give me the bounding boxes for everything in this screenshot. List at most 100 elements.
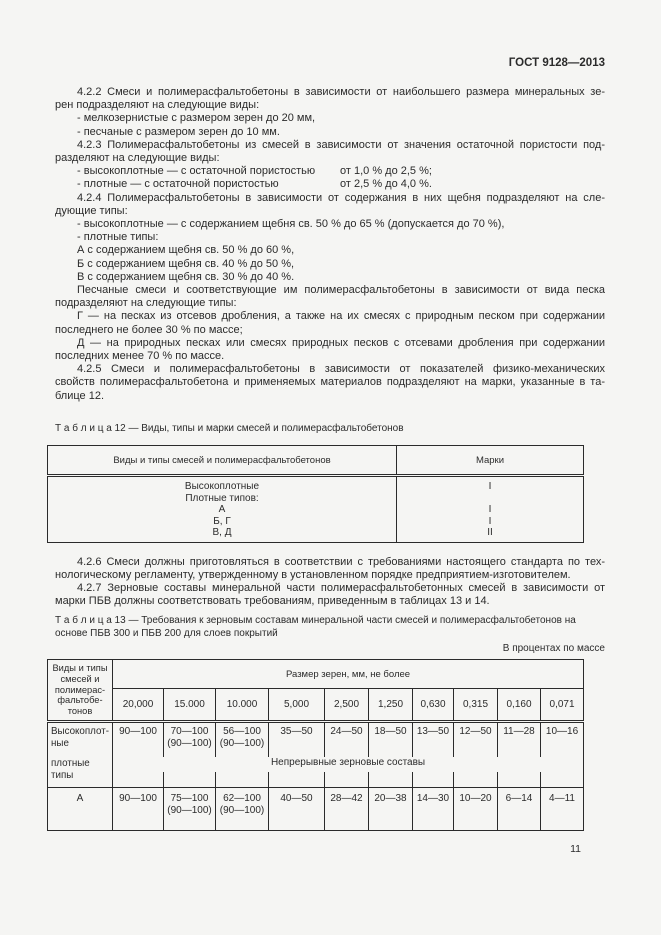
text-line: блице 12.: [55, 389, 105, 402]
units-note: В процентах по массе: [502, 643, 605, 655]
empty-cell: [453, 771, 498, 788]
size-column-header: 0,630: [412, 688, 454, 724]
text-line: Б с содержанием щебня св. 40 % до 50 %,: [77, 257, 295, 270]
text-line: В с содержанием щебня св. 30 % до 40 %.: [77, 270, 295, 283]
text-line: - высокоплотные — с содержанием щебня св…: [77, 218, 505, 231]
text-line: 4.2.7 Зерновые составы минеральной части…: [77, 582, 605, 595]
text-line: - высокоплотные — с остаточной пористост…: [55, 165, 605, 178]
size-column-header: 5,000: [268, 688, 325, 724]
text-line: - песчаные с размером зерен до 10 мм.: [77, 125, 280, 138]
table13-cell: 18—50: [368, 721, 413, 757]
text-line: Г — на песках из отсевов дробления, а та…: [77, 310, 605, 323]
row-label-dense-types: плотные типы: [51, 758, 90, 781]
table13-cell: 75—100 (90—100): [163, 787, 216, 831]
table13-cell: 10—20: [453, 787, 498, 831]
table13-cell: 4—11: [539, 787, 584, 831]
text-line: нологическому регламенту, утвержденному …: [55, 569, 571, 582]
text-line: свойств полимерасфальтобетона и применяе…: [55, 376, 605, 389]
text-line: марки ПБВ должны соответствовать требова…: [55, 595, 490, 608]
size-column-header: 0,315: [453, 688, 498, 724]
text-line: Песчаные смеси и соответствующие им поли…: [77, 284, 605, 297]
table12-caption: Т а б л и ц а 12 — Виды, типы и марки см…: [55, 422, 404, 434]
text-line: А с содержанием щебня св. 50 % до 60 %,: [77, 244, 295, 257]
table12-cell-mark: [397, 493, 584, 505]
table12-cell-type: В, Д: [47, 527, 397, 543]
table12-col1-header: Виды и типы смесей и полимерасфальтобето…: [47, 445, 397, 478]
row-label-type-a: А: [47, 787, 113, 831]
table13-cell: 24—50: [324, 721, 369, 757]
table13-cell: 11—28: [497, 721, 541, 757]
table13-sizes-row: 20,000 15.000 10.000 5,000 2,500 1,250 0…: [48, 688, 584, 724]
document-code: ГОСТ 9128—2013: [508, 57, 605, 69]
table12-row: В, Д II: [47, 527, 584, 543]
table13-cell: 90—100: [112, 721, 164, 757]
table12: Виды и типы смесей и полимерасфальтобето…: [47, 445, 584, 543]
text-line: последнего не более 30 % по массе;: [55, 323, 243, 336]
text-line: 4.2.5 Смеси и полимерасфальтобетоны в за…: [77, 363, 605, 376]
size-column-header: 0,160: [497, 688, 541, 724]
size-column-header: 10.000: [215, 688, 269, 724]
table12-cell-type: Высокоплотные: [47, 475, 397, 493]
text-segment: от 1,0 % до 2,5 %;: [340, 165, 432, 178]
text-segment: - плотные — с остаточной пористостью: [77, 178, 279, 191]
table12-row: А I: [47, 504, 584, 516]
table13-cell: 28—42: [324, 787, 369, 831]
caption-line: основе ПБВ 300 и ПБВ 200 для слоев покры…: [55, 627, 278, 639]
text-line: 4.2.2 Смеси и полимерасфальтобетоны в за…: [77, 86, 605, 98]
table13-cell: 62—100 (90—100): [215, 787, 269, 831]
text-line: - мелкозернистые с размером зерен до 20 …: [77, 112, 316, 125]
empty-cell: [112, 771, 164, 788]
table12-cell-type: Б, Г: [47, 515, 397, 528]
size-column-header: 20,000: [112, 688, 164, 724]
empty-cell: [324, 771, 369, 788]
table13-cell: 10—16: [539, 721, 584, 757]
size-column-header: 15.000: [163, 688, 216, 724]
text-segment: от 2,5 % до 4,0 %.: [340, 178, 432, 191]
empty-cell: [215, 771, 269, 788]
text-line: 4.2.4 Полимерасфальтобетоны в зависимост…: [77, 191, 605, 204]
table13-header-row: Виды и типы смесей и полимерас- фальтобе…: [47, 659, 584, 724]
table13-cell: 35—50: [268, 721, 325, 757]
table13-size-header: Размер зерен, мм, не более: [112, 659, 584, 690]
table12-cell-mark: I: [488, 481, 492, 493]
table13-cell: 14—30: [412, 787, 454, 831]
text-line: Д — на природных песках или смесях приро…: [77, 336, 605, 349]
text-line: подразделяют на следующие типы:: [55, 297, 237, 310]
body-text-block: 4.2.6 Смеси должны приготовляться в соот…: [55, 556, 605, 609]
text-segment: - высокоплотные — с остаточной пористост…: [77, 165, 316, 178]
table13-span-row: Непрерывные зерновые составы: [48, 756, 584, 772]
table13-col1-header: Виды и типы смесей и полимерас- фальтобе…: [47, 659, 113, 724]
row-label-high-density: Высокоплот- ные: [51, 726, 109, 749]
size-column-header: 2,500: [324, 688, 369, 724]
text-line: разделяют на следующие виды:: [55, 152, 220, 165]
text-line: - плотные типы:: [77, 231, 159, 244]
table13-row-type-a: А 90—100 75—100 (90—100) 62—100 (90—100)…: [47, 787, 584, 831]
empty-cell: [412, 771, 454, 788]
empty-cell: [497, 771, 541, 788]
text-line: последних менее 70 % по массе.: [55, 350, 225, 363]
table13-empty-row: [48, 771, 584, 788]
table13-cell: 12—50: [453, 721, 498, 757]
empty-cell: [368, 771, 413, 788]
size-column-header: 0,071: [539, 688, 584, 724]
table12-row: Плотные типов:: [47, 492, 584, 505]
empty-cell: [163, 771, 216, 788]
text-line: 4.2.6 Смеси должны приготовляться в соот…: [77, 555, 605, 568]
continuous-grain-note: Непрерывные зерновые составы: [111, 756, 584, 772]
table12-cell-type: Плотные типов:: [47, 492, 397, 505]
text-line: 4.2.3 Полимерасфальтобетоны из смесей в …: [77, 138, 605, 151]
table13-cell: 40—50: [268, 787, 325, 831]
text-line: - плотные — с остаточной пористостью от 2…: [55, 178, 605, 191]
table13-row-labels: Высокоплот- ные плотные типы: [47, 721, 113, 788]
table12-cell-type: А: [47, 504, 397, 516]
table13-cell: 70—100 (90—100): [163, 721, 216, 757]
size-column-header: 1,250: [368, 688, 413, 724]
caption-line: Т а б л и ц а 13 — Требования к зерновым…: [55, 614, 576, 626]
table13-cell: 90—100: [112, 787, 164, 831]
table13-cell: 13—50: [412, 721, 454, 757]
text-line: рен подразделяют на следующие виды:: [55, 99, 260, 112]
table12-cell-mark: I: [488, 515, 492, 527]
body-text-block: 4.2.2 Смеси и полимерасфальтобетоны в за…: [55, 86, 605, 403]
table12-header-row: Виды и типы смесей и полимерасфальтобето…: [47, 445, 584, 478]
